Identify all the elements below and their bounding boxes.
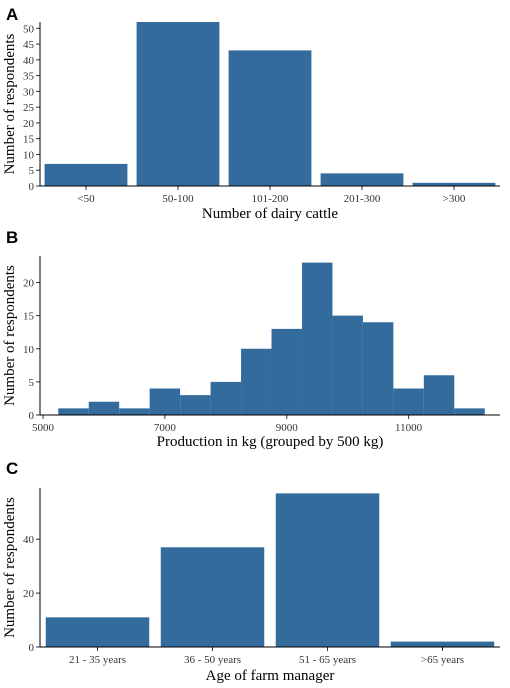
- y-axis-title: Number of respondents: [2, 497, 18, 638]
- x-tick-label: 36 - 50 years: [184, 654, 241, 666]
- histogram-bar: [362, 322, 394, 415]
- histogram-bar: [119, 408, 150, 415]
- y-tick-label: 10: [23, 149, 35, 161]
- y-tick-label: 20: [23, 118, 35, 130]
- histogram-bar: [393, 388, 424, 415]
- y-axis-title: Number of respondents: [2, 265, 18, 406]
- bar: [45, 617, 150, 647]
- y-tick-label: 40: [23, 55, 35, 67]
- bar: [228, 50, 312, 187]
- bar: [390, 641, 495, 647]
- panel-b: B 5000 7000 9000 11000 0 5 10 15 20 Production in …: [2, 228, 500, 450]
- x-tick-label: 11000: [395, 422, 423, 434]
- bar: [275, 493, 380, 647]
- histogram-bar: [180, 395, 211, 415]
- x-tick-label: >300: [443, 193, 466, 205]
- histogram-bar: [332, 315, 363, 415]
- histogram-bar: [88, 401, 120, 415]
- x-tick-label: <50: [77, 193, 95, 205]
- bar: [136, 22, 220, 186]
- y-axis-title: Number of respondents: [2, 33, 18, 174]
- x-tick-label: 101-200: [252, 193, 289, 205]
- bar: [44, 163, 128, 186]
- y-tick-label: 5: [29, 165, 35, 177]
- panel-letter: C: [6, 459, 18, 478]
- x-tick-label: >65 years: [421, 654, 464, 666]
- y-tick-label: 20: [23, 278, 35, 290]
- histogram-bar: [241, 348, 272, 415]
- y-tick-label: 40: [23, 534, 35, 546]
- y-tick-label: 30: [23, 86, 35, 98]
- bar: [320, 173, 404, 186]
- x-axis-title: Production in kg (grouped by 500 kg): [157, 434, 384, 450]
- x-tick-label: 9000: [276, 422, 299, 434]
- x-axis-title: Age of farm manager: [206, 668, 335, 684]
- y-tick-label: 35: [23, 71, 35, 83]
- panel-letter: B: [6, 228, 18, 247]
- y-tick-label: 5: [29, 377, 35, 389]
- panel-letter: A: [6, 5, 18, 24]
- x-tick-label: 7000: [154, 422, 177, 434]
- histogram-bar: [271, 328, 302, 415]
- panel-a: A <50 50-100 101-200 201-300 >300 0 5 10 15 20 25 30…: [2, 5, 500, 222]
- bar: [412, 182, 496, 186]
- x-tick-label: 201-300: [344, 193, 381, 205]
- y-tick-label: 0: [29, 181, 35, 193]
- y-tick-label: 50: [23, 23, 35, 35]
- x-tick-label: 21 - 35 years: [69, 654, 126, 666]
- y-tick-label: 15: [23, 311, 35, 323]
- histogram-bar: [301, 262, 333, 415]
- y-tick-label: 25: [23, 102, 35, 114]
- bar: [160, 547, 265, 647]
- y-tick-label: 0: [29, 410, 35, 422]
- x-tick-label: 5000: [32, 422, 55, 434]
- histogram-bar: [454, 408, 485, 415]
- histogram-bar: [423, 375, 455, 415]
- y-tick-label: 15: [23, 134, 35, 146]
- histogram-bar: [149, 388, 181, 415]
- y-tick-label: 10: [23, 344, 35, 356]
- panel-c: C 21 - 35 years 36 - 50 years 51 - 65 years…: [2, 459, 500, 684]
- x-tick-label: 50-100: [162, 193, 194, 205]
- histogram-bar: [210, 381, 242, 415]
- x-axis-title: Number of dairy cattle: [202, 206, 339, 222]
- y-tick-label: 20: [23, 588, 35, 600]
- y-tick-label: 45: [23, 39, 35, 51]
- histogram-bar: [58, 408, 89, 415]
- x-tick-label: 51 - 65 years: [299, 654, 356, 666]
- y-tick-label: 0: [29, 642, 35, 654]
